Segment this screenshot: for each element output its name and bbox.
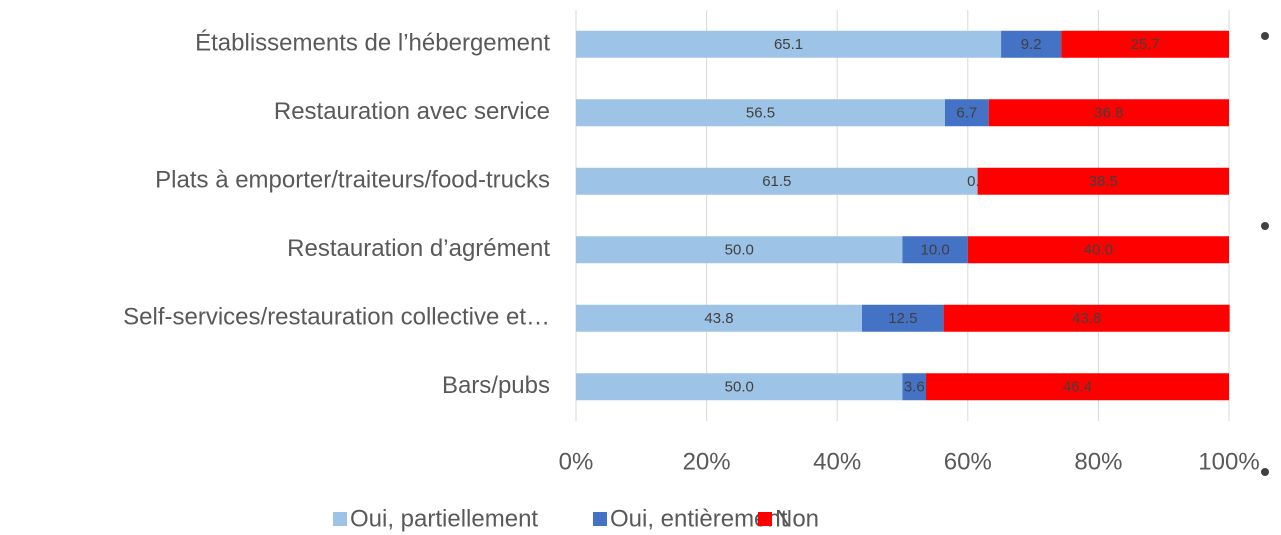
legend-swatch <box>593 512 607 526</box>
bar-segment <box>576 236 903 264</box>
category-label: Plats à emporter/traiteurs/food-trucks <box>155 167 550 194</box>
bullet <box>1261 32 1269 40</box>
data-label: 10.0 <box>921 242 950 259</box>
data-label: 3.6 <box>904 379 925 396</box>
data-label: 56.5 <box>746 105 775 122</box>
bar-segment <box>926 373 1229 401</box>
bar-segment <box>943 304 1230 332</box>
bar-segment <box>576 30 1002 58</box>
data-label: 12.5 <box>888 310 917 327</box>
legend-swatch <box>758 512 772 526</box>
data-label: 61.5 <box>762 173 791 190</box>
bar-segment <box>944 99 989 127</box>
legend-label: Oui, partiellement <box>350 505 538 532</box>
data-label: 50.0 <box>725 379 754 396</box>
category-label: Bars/pubs <box>442 372 550 399</box>
category-label: Self-services/restauration collective et… <box>123 304 550 331</box>
bullet <box>1261 468 1269 476</box>
bar-segment <box>967 236 1229 264</box>
x-tick-label: 100% <box>1198 448 1259 475</box>
data-label: 36.8 <box>1094 105 1123 122</box>
bar-segment <box>902 236 968 264</box>
data-label: 40.0 <box>1084 242 1113 259</box>
x-tick-label: 20% <box>683 448 731 475</box>
data-label: 38.5 <box>1089 173 1118 190</box>
data-label: 65.1 <box>774 36 803 53</box>
bar-segment <box>862 304 944 332</box>
x-tick-label: 0% <box>559 448 594 475</box>
bar-segment <box>977 167 1229 195</box>
bar-segment <box>1061 30 1229 58</box>
legend-swatch <box>333 512 347 526</box>
data-label: 9.2 <box>1021 36 1042 53</box>
bar-segment <box>576 167 978 195</box>
category-label: Établissements de l’hébergement <box>195 30 550 57</box>
x-tick-label: 40% <box>813 448 861 475</box>
x-tick-label: 60% <box>944 448 992 475</box>
bullet <box>1261 222 1269 230</box>
category-label: Restauration d’agrément <box>287 235 550 262</box>
x-tick-label: 80% <box>1074 448 1122 475</box>
data-label: 6.7 <box>956 105 977 122</box>
legend-label: Non <box>775 505 819 532</box>
bar-segment <box>576 99 945 127</box>
bar-segment <box>576 304 863 332</box>
category-label: Restauration avec service <box>274 98 550 125</box>
data-label: 25.7 <box>1130 36 1159 53</box>
data-label: 43.8 <box>704 310 733 327</box>
data-label: 43.8 <box>1072 310 1101 327</box>
data-label: 50.0 <box>725 242 754 259</box>
bar-segment <box>1001 30 1062 58</box>
bar-segment <box>576 373 903 401</box>
data-label: 46.4 <box>1063 379 1092 396</box>
bar-segment <box>988 99 1229 127</box>
bar-segment <box>902 373 927 401</box>
